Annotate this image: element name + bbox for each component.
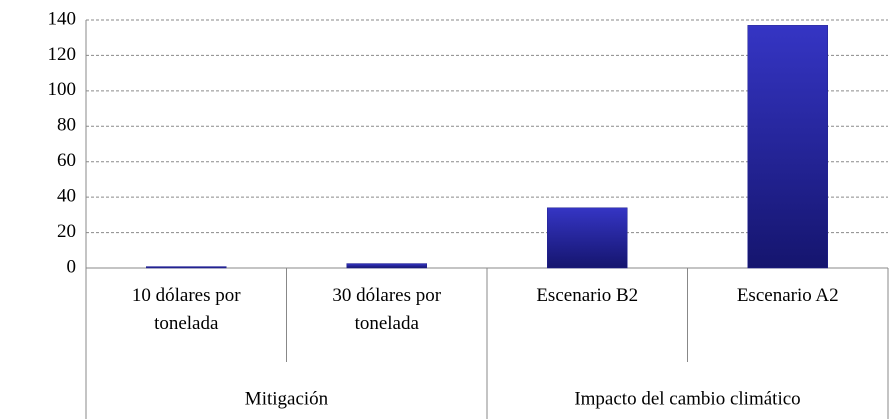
bar	[346, 263, 427, 269]
bar	[747, 25, 828, 269]
x-tick-label: 10 dólares por tonelada	[131, 285, 241, 334]
group-label: Impacto del cambio climático	[574, 388, 800, 409]
y-tick-label: 100	[48, 79, 77, 100]
bar	[547, 207, 628, 269]
x-tick-label: Escenario B2	[536, 285, 639, 306]
y-tick-label: 80	[57, 115, 76, 136]
y-tick-label: 40	[57, 186, 76, 207]
x-tick-label: Escenario A2	[736, 285, 839, 306]
y-tick-label: 0	[67, 256, 77, 277]
group-label: Mitigación	[245, 388, 329, 409]
bar	[146, 266, 227, 269]
y-tick-label: 60	[57, 150, 76, 171]
y-tick-label: 140	[48, 8, 77, 29]
y-tick-label: 20	[57, 221, 76, 242]
y-tick-label: 120	[48, 44, 77, 65]
x-tick-label: 30 dólares por tonelada	[332, 285, 442, 334]
